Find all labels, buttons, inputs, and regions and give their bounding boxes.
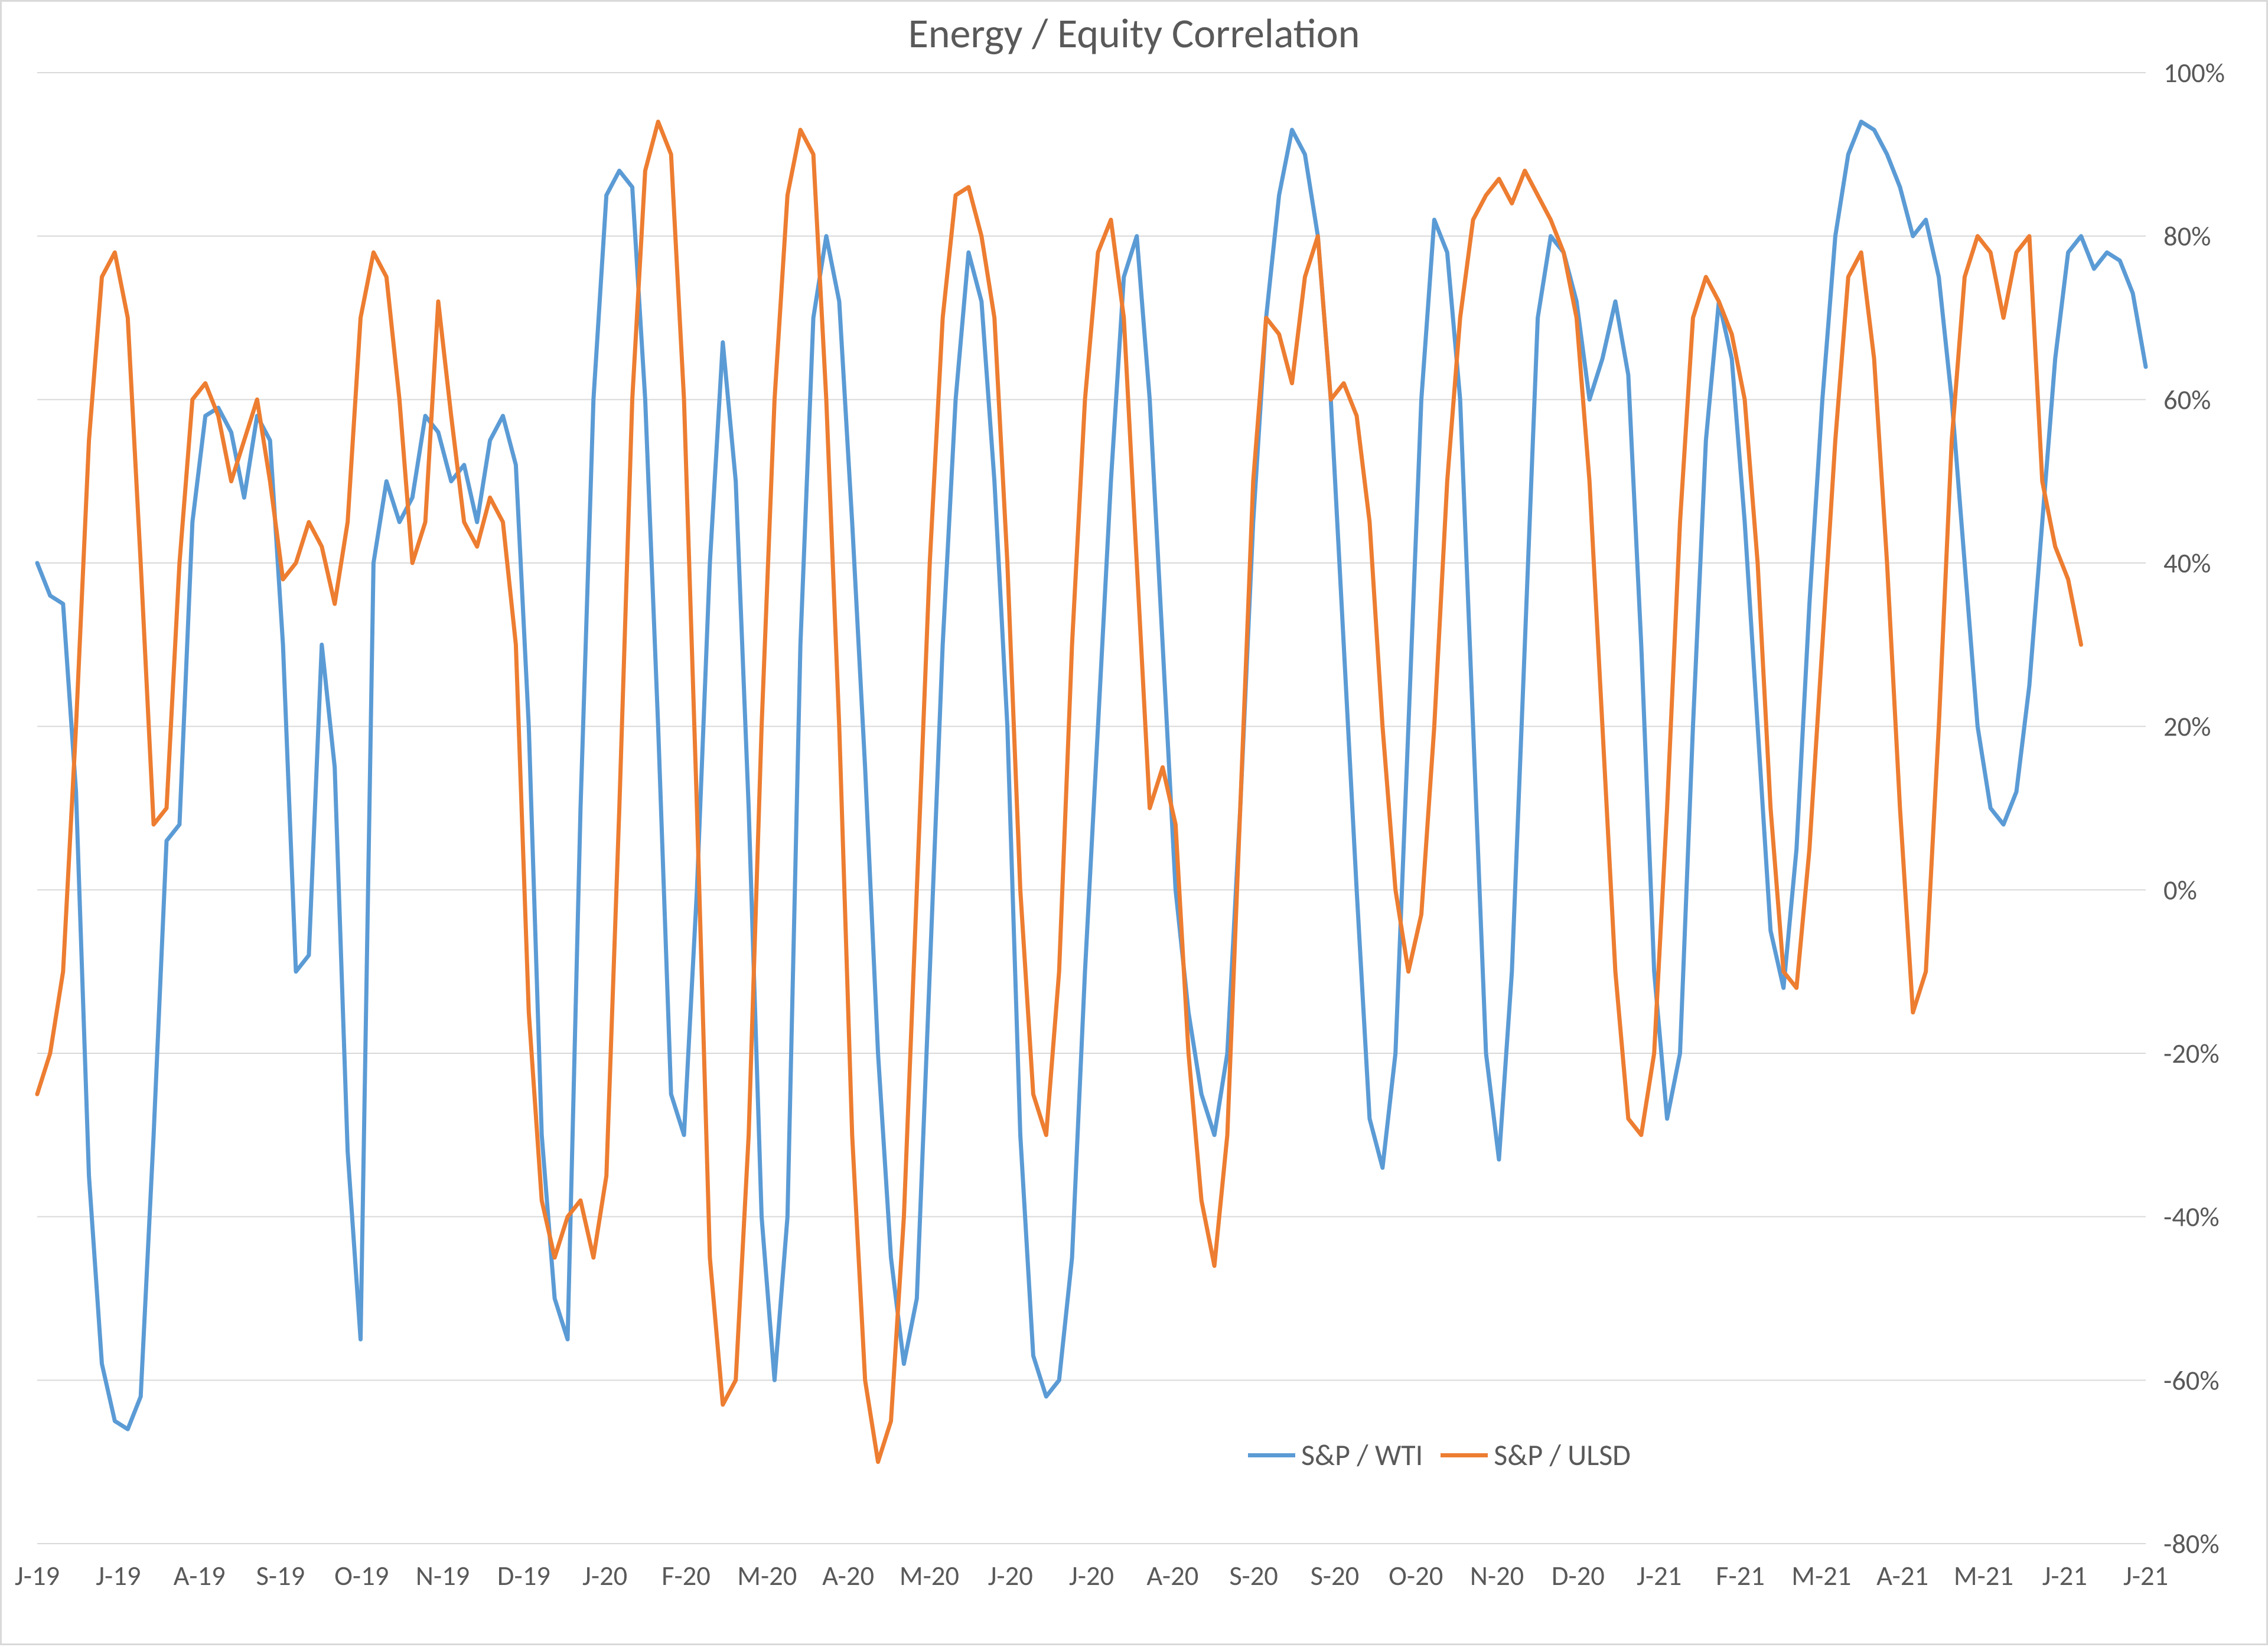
legend-label: S&P / WTI xyxy=(1301,1437,1423,1473)
x-tick-label: F-20 xyxy=(662,1560,711,1593)
x-tick-label: J-21 xyxy=(1637,1560,1682,1593)
legend-item: S&P / WTI xyxy=(1248,1437,1423,1473)
x-tick-label: M-21 xyxy=(1954,1560,2013,1593)
x-tick-label: D-20 xyxy=(1552,1560,1605,1593)
x-tick-label: M-20 xyxy=(900,1560,959,1593)
x-tick-label: J-20 xyxy=(988,1560,1033,1593)
legend-swatch xyxy=(1441,1453,1488,1457)
x-tick-label: A-20 xyxy=(1146,1560,1198,1593)
y-tick-label: 0% xyxy=(2163,874,2197,907)
x-tick-label: J-21 xyxy=(2123,1560,2168,1593)
legend-swatch xyxy=(1248,1453,1295,1457)
legend-item: S&P / ULSD xyxy=(1441,1437,1631,1473)
x-tick-label: M-21 xyxy=(1791,1560,1851,1593)
x-tick-label: O-20 xyxy=(1389,1560,1443,1593)
x-tick-label: O-19 xyxy=(334,1560,389,1593)
x-tick-label: J-21 xyxy=(2042,1560,2087,1593)
y-tick-label: -80% xyxy=(2163,1528,2220,1561)
x-tick-label: J-20 xyxy=(582,1560,627,1593)
y-tick-label: 80% xyxy=(2163,220,2211,253)
x-tick-label: F-21 xyxy=(1716,1560,1765,1593)
x-tick-label: N-19 xyxy=(416,1560,470,1593)
series-line xyxy=(37,122,2081,1462)
y-tick-label: -40% xyxy=(2163,1201,2220,1234)
x-tick-label: M-20 xyxy=(737,1560,797,1593)
x-tick-label: J-19 xyxy=(96,1560,141,1593)
x-tick-label: N-20 xyxy=(1470,1560,1524,1593)
legend-label: S&P / ULSD xyxy=(1494,1437,1631,1473)
y-tick-label: -20% xyxy=(2163,1037,2220,1070)
x-tick-label: A-19 xyxy=(174,1560,226,1593)
x-tick-label: A-20 xyxy=(822,1560,874,1593)
x-tick-label: S-19 xyxy=(256,1560,305,1593)
x-tick-label: J-19 xyxy=(15,1560,60,1593)
chart-container: Energy / Equity Correlation -80%-60%-40%… xyxy=(0,0,2268,1645)
chart-svg: -80% -60% -40% -20% 0% 20% 40% 60% 80% 100% J-19 J-… xyxy=(2,2,2268,1647)
y-tick-label: -60% xyxy=(2163,1364,2220,1397)
x-tick-label: J-20 xyxy=(1069,1560,1114,1593)
x-tick-label: S-20 xyxy=(1311,1560,1360,1593)
x-tick-label: S-20 xyxy=(1229,1560,1278,1593)
y-tick-label: 40% xyxy=(2163,547,2211,580)
x-tick-label: D-19 xyxy=(497,1560,550,1593)
x-tick-label: A-21 xyxy=(1876,1560,1928,1593)
y-tick-label: 20% xyxy=(2163,711,2211,744)
y-tick-label: 60% xyxy=(2163,383,2211,416)
legend: S&P / WTI S&P / ULSD xyxy=(1248,1437,1631,1473)
y-tick-label: 100% xyxy=(2163,57,2225,90)
